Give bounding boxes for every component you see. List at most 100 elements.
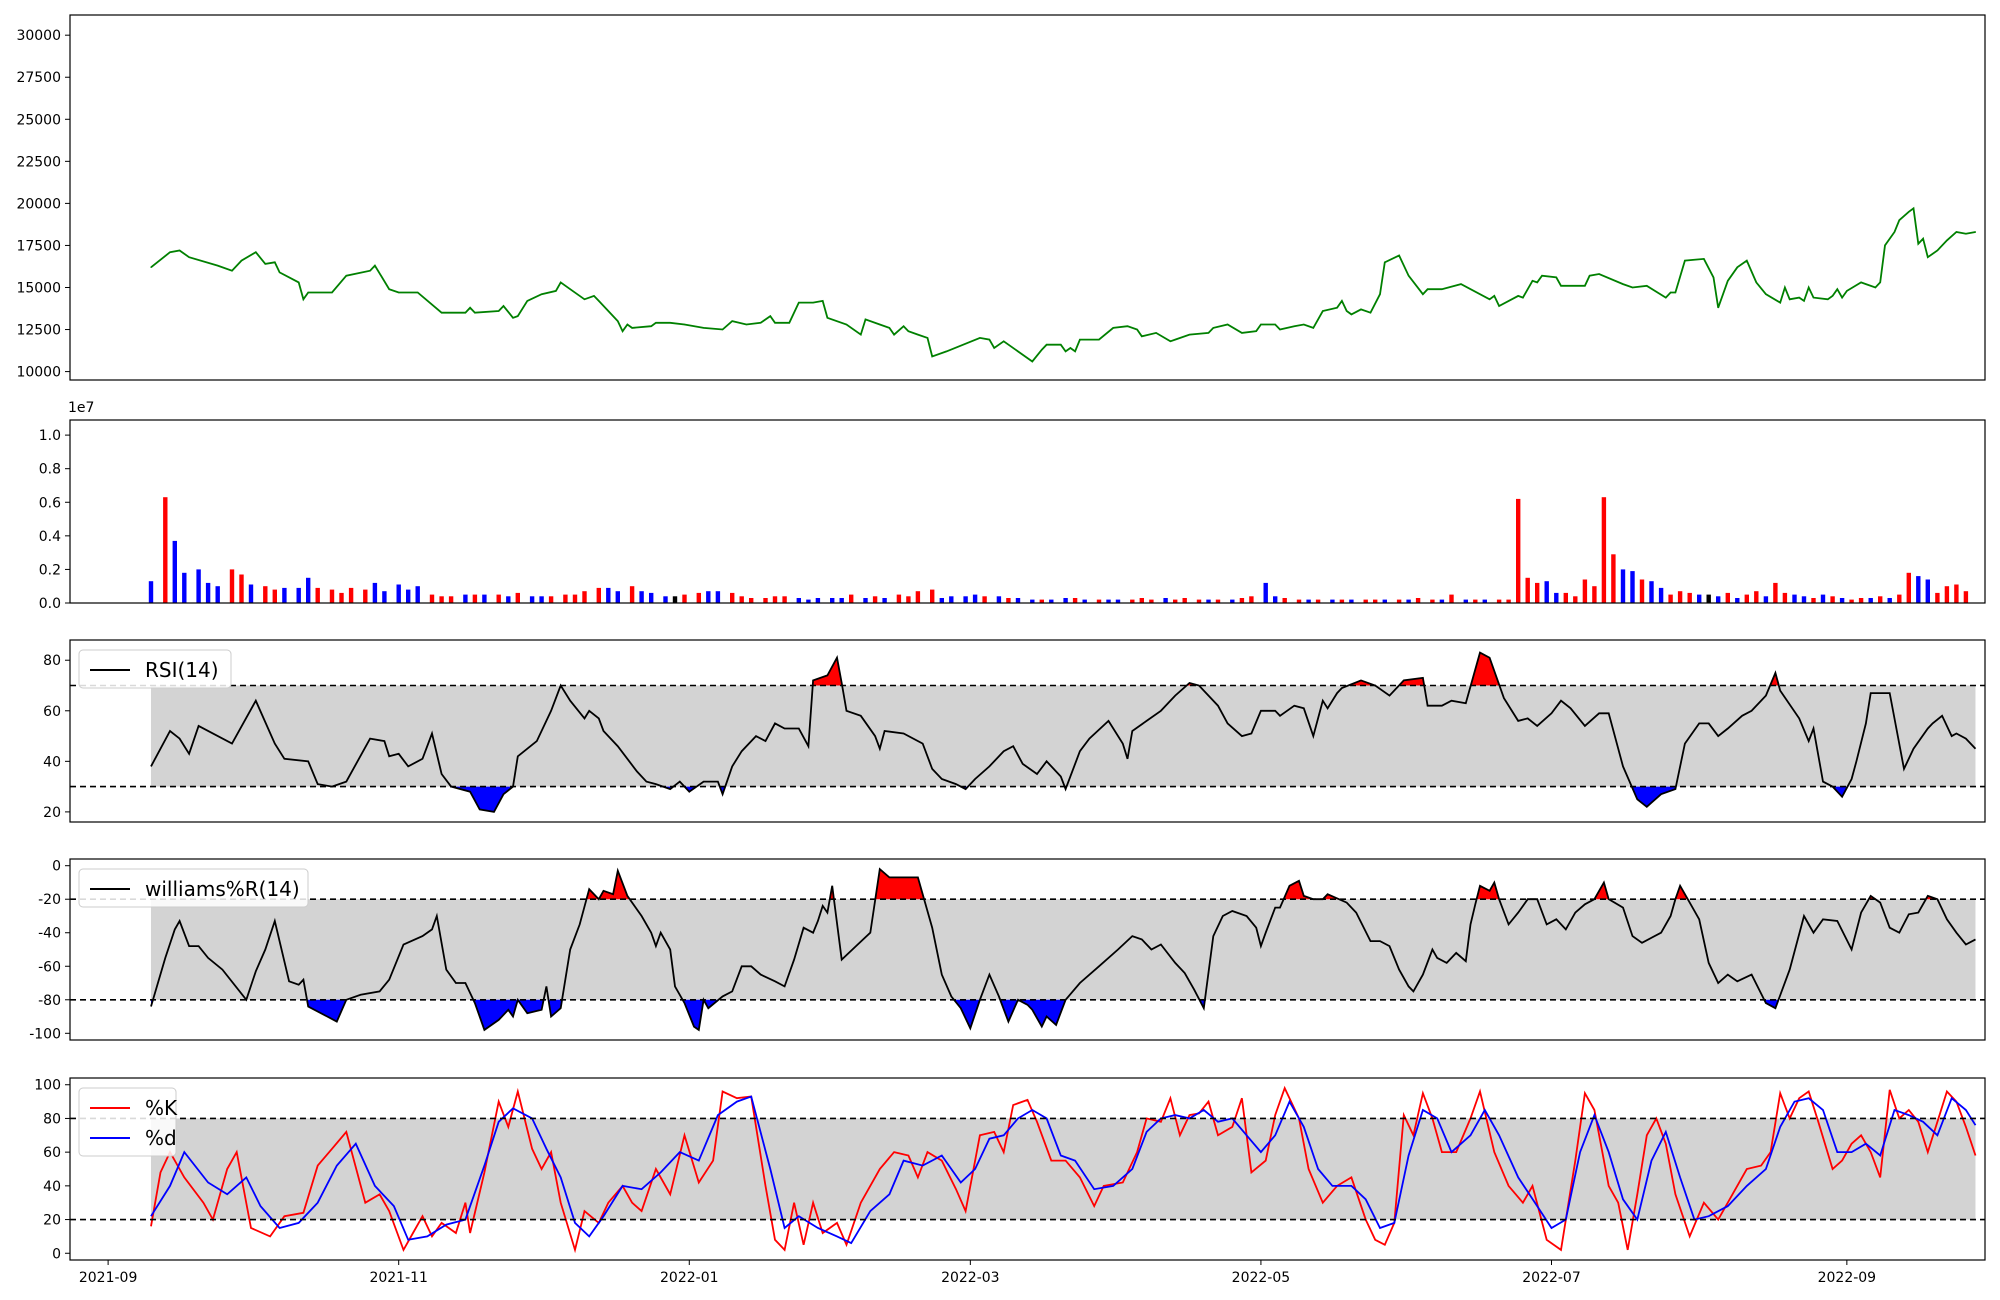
price-point — [555, 290, 557, 292]
rsi-line — [150, 651, 1977, 813]
price-point — [264, 263, 266, 265]
volume-bar — [1649, 581, 1654, 603]
volume-bar — [1525, 577, 1530, 603]
williams-series — [150, 867, 1976, 1032]
volume-bar — [1282, 598, 1287, 603]
volume-bar — [1611, 554, 1616, 603]
volume-bar — [763, 598, 768, 603]
price-point — [541, 293, 543, 295]
price-point — [888, 327, 890, 329]
price-point — [1060, 344, 1062, 346]
price-point — [621, 330, 624, 332]
price-point — [169, 251, 171, 253]
price-point — [1279, 328, 1281, 331]
price-point — [1836, 288, 1838, 290]
price-point — [1665, 296, 1667, 299]
volume-bar — [1039, 599, 1044, 603]
price-point — [1112, 327, 1114, 329]
volume-frame — [69, 419, 1986, 604]
volume-bar — [1430, 599, 1435, 603]
williams-oversold-fill — [1000, 999, 1018, 1022]
x-tick-label: 2021-11 — [369, 1270, 428, 1286]
volume-bar — [1173, 599, 1178, 603]
volume-y-tick-label: 0.4 — [39, 529, 61, 545]
volume-bar — [1963, 591, 1969, 603]
volume-bar — [1706, 594, 1711, 603]
price-point — [1803, 300, 1805, 302]
price-point — [231, 270, 233, 272]
volume-bar — [163, 497, 168, 603]
volume-bar — [1373, 599, 1378, 603]
volume-bar — [596, 587, 601, 603]
volume-bar — [806, 599, 811, 603]
price-point — [1846, 290, 1848, 292]
volume-bar — [915, 591, 921, 603]
price-point — [374, 265, 376, 267]
price-point — [1974, 231, 1977, 233]
volume-bar — [1463, 599, 1468, 603]
price-point — [1493, 295, 1495, 297]
volume-bar — [1182, 598, 1187, 603]
rsi-y-tick-label: 60 — [43, 704, 61, 720]
volume-bar — [1887, 598, 1892, 603]
price-point — [1717, 307, 1719, 309]
price-point — [1912, 207, 1915, 210]
price-point — [440, 312, 443, 314]
volume-bar — [1349, 599, 1354, 603]
price-point — [1517, 295, 1519, 297]
price-point — [893, 333, 895, 336]
volume-bar — [196, 569, 201, 603]
volume-bar — [272, 589, 277, 603]
volume-bar — [1677, 591, 1683, 603]
price-point — [1922, 238, 1924, 240]
volume-bar — [548, 596, 554, 603]
price-point — [1098, 339, 1100, 341]
volume-bars — [148, 497, 1969, 603]
volume-bar — [348, 587, 354, 603]
price-point — [1031, 360, 1033, 363]
price-point — [1360, 308, 1362, 310]
volume-bar — [1925, 579, 1930, 603]
price-point — [1541, 275, 1543, 277]
volume-bar — [229, 569, 235, 603]
price-point — [879, 323, 881, 326]
stochastic-legend-label: %K — [145, 1096, 178, 1120]
price-point — [583, 298, 586, 300]
x-tick-label: 2021-09 — [79, 1270, 138, 1286]
price-y-tick-label: 10000 — [16, 365, 61, 381]
price-point — [1155, 332, 1157, 334]
price-point — [1260, 323, 1262, 326]
price-axes: 10000 12500 15000 17500 20000 22500 25000 27500… — [16, 28, 70, 381]
volume-bar — [148, 581, 154, 603]
stochastic-legend-label: %d — [145, 1126, 177, 1150]
volume-bar — [1249, 596, 1254, 603]
williams-oversold-fill — [517, 999, 544, 1014]
price-point — [1946, 239, 1948, 241]
volume-bar — [1030, 599, 1035, 603]
rsi-overbought-fill — [1399, 677, 1425, 686]
price-point — [812, 302, 814, 304]
price-point — [1555, 276, 1557, 278]
volume-bar — [1820, 594, 1826, 603]
volume-bar — [1139, 598, 1144, 603]
williams-oversold-fill — [473, 999, 518, 1030]
price-point — [926, 337, 929, 339]
price-point — [1831, 295, 1834, 297]
price-point — [1812, 296, 1815, 299]
volume-bar — [463, 594, 468, 603]
price-point — [598, 300, 600, 302]
volume-bar — [830, 598, 835, 603]
volume-bar — [239, 574, 244, 603]
volume-bar — [429, 594, 435, 603]
price-point — [331, 291, 333, 294]
x-tick-label: 2022-05 — [1232, 1270, 1291, 1286]
volume-bar — [1006, 598, 1011, 603]
x-axis: 2021-09 2021-11 2022-01 2022-03 2022-05 2022-… — [79, 1260, 1876, 1286]
price-point — [1522, 296, 1524, 299]
price-point — [1965, 233, 1967, 235]
williams-oversold-fill — [1764, 999, 1779, 1009]
price-point — [1274, 323, 1276, 326]
volume-bar — [1535, 582, 1540, 603]
price-point — [517, 315, 519, 317]
price-point — [1336, 307, 1338, 309]
